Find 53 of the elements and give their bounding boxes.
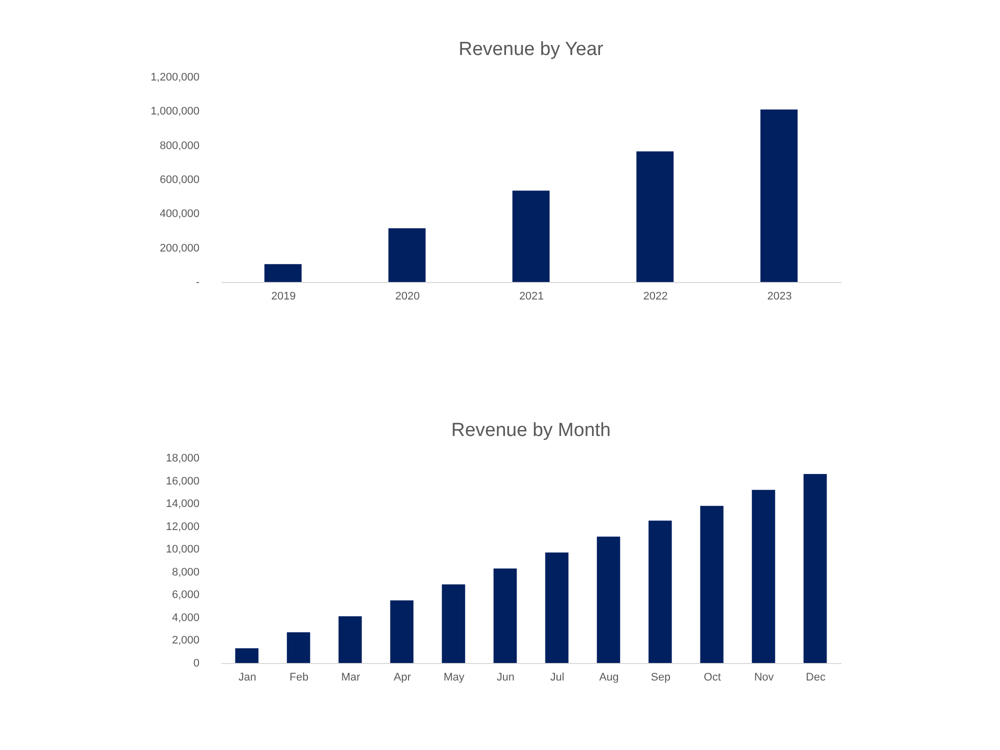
x-tick-label: 2022 [643,290,668,302]
y-tick-label: 12,000 [166,520,200,533]
bar [338,616,362,663]
y-tick-label: 600,000 [160,174,200,186]
x-tick-label: Aug [599,672,619,684]
y-tick-label: 0 [193,658,200,670]
y-tick-label: - [196,276,200,288]
y-tick-label: 6,000 [172,589,200,602]
x-tick-label: 2023 [767,290,792,302]
x-tick-label: 2021 [519,290,544,302]
x-tick-label: 2019 [271,290,296,302]
y-tick-label: 8,000 [172,566,200,578]
bar [752,490,776,663]
bar [494,568,517,663]
x-tick-label: Sep [650,672,670,684]
y-tick-label: 200,000 [160,242,200,254]
y-tick-label: 4,000 [172,612,200,624]
bar [545,552,568,663]
x-tick-label: Mar [341,672,360,684]
bar [700,506,724,663]
bar [235,648,258,663]
x-tick-label: Feb [290,672,308,684]
x-tick-label: Jan [238,672,256,684]
bar [596,536,620,663]
bar [390,600,414,663]
y-tick-label: 14,000 [166,498,200,510]
x-tick-label: Jun [496,672,515,684]
x-tick-label: Oct [704,672,721,684]
bar [512,190,550,282]
bar [648,520,672,663]
bar [760,109,798,282]
x-tick-label: Jul [550,672,564,684]
y-tick-label: 16,000 [166,475,200,488]
bar [636,151,674,282]
y-tick-label: 18,000 [166,452,200,464]
y-tick-label: 1,200,000 [150,72,200,84]
y-tick-label: 10,000 [166,544,200,556]
bar [804,474,827,663]
chart-title: Revenue by Year [458,39,604,60]
y-tick-label: 2,000 [172,634,200,647]
x-tick-label: May [444,672,465,684]
y-tick-label: 800,000 [160,140,200,152]
chart-title: Revenue by Month [451,420,611,441]
bar [286,632,310,663]
bar [442,584,466,663]
x-tick-label: Nov [754,672,774,684]
bar [388,228,426,282]
bar [264,264,302,282]
x-tick-label: 2020 [395,290,420,302]
x-tick-label: Apr [394,672,412,684]
x-tick-label: Dec [806,672,826,684]
y-tick-label: 1,000,000 [150,106,200,118]
y-tick-label: 400,000 [160,208,200,220]
